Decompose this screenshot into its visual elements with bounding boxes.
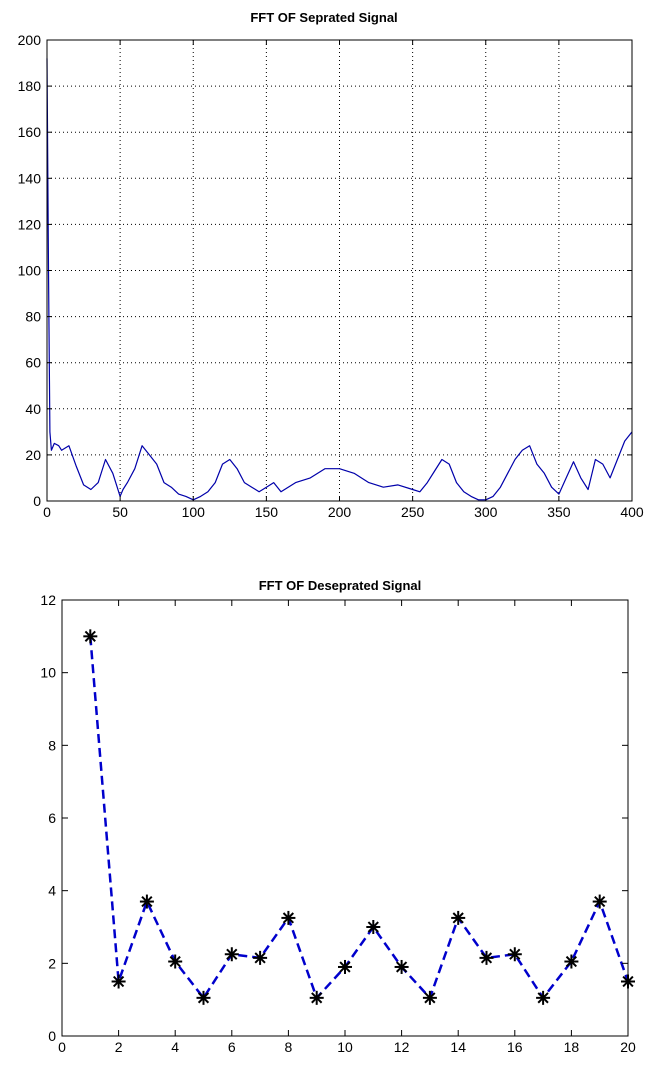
data-point-marker	[83, 629, 98, 644]
data-point-marker	[394, 959, 409, 974]
x-tick-label: 400	[620, 504, 644, 520]
x-tick-label: 10	[337, 1039, 353, 1055]
x-tick-label: 8	[285, 1039, 293, 1055]
x-tick-label: 6	[228, 1039, 236, 1055]
y-tick-label: 120	[18, 216, 42, 232]
tick-group: 0 50 100 150 200 250 300 350 400 0 20 40 60 80 100 120 1…	[18, 32, 644, 520]
series-line	[46, 58, 633, 501]
grid	[47, 40, 632, 501]
x-tick-label: 250	[401, 504, 425, 520]
y-tick-label: 100	[18, 263, 42, 279]
x-tick-label: 150	[255, 504, 279, 520]
series-line-group	[46, 58, 633, 501]
data-point-marker	[111, 974, 126, 989]
data-point-marker	[366, 920, 381, 934]
y-tick-label: 10	[40, 665, 56, 681]
data-point-marker	[309, 990, 324, 1005]
data-point-marker	[564, 954, 579, 969]
y-tick-label: 160	[18, 124, 42, 140]
x-tick-label: 2	[115, 1039, 123, 1055]
data-point-marker	[422, 990, 437, 1005]
x-tick-label: 18	[564, 1039, 580, 1055]
x-tick-label: 20	[620, 1039, 636, 1055]
data-point-marker	[536, 990, 551, 1005]
data-point-marker	[479, 950, 494, 965]
chart-title: FFT OF Seprated Signal	[250, 10, 397, 25]
y-tick-label: 0	[48, 1028, 56, 1044]
y-tick-label: 2	[48, 955, 56, 971]
chart-fft-deseparated: FFT OF Deseprated Signal 0 2 4 6 8 10 12 14 16 18…	[40, 578, 636, 1055]
x-tick-label: 4	[171, 1039, 179, 1055]
y-tick-label: 6	[48, 810, 56, 826]
x-tick-label: 0	[43, 504, 51, 520]
y-tick-label: 140	[18, 170, 42, 186]
y-tick-label: 80	[25, 309, 41, 325]
data-point-marker	[451, 910, 466, 925]
tick-group: 0 2 4 6 8 10 12 14 16 18 20 0 2 4 6 8 10 12	[40, 592, 636, 1055]
y-tick-label: 0	[33, 493, 41, 509]
x-tick-label: 50	[112, 504, 128, 520]
y-tick-label: 60	[25, 355, 41, 371]
y-tick-label: 8	[48, 737, 56, 753]
data-point-marker	[281, 910, 296, 925]
data-point-marker	[507, 947, 522, 962]
x-tick-label: 300	[474, 504, 498, 520]
x-tick-label: 350	[547, 504, 571, 520]
x-tick-label: 100	[182, 504, 206, 520]
y-tick-label: 20	[25, 447, 41, 463]
data-point-marker	[168, 954, 183, 969]
y-tick-label: 4	[48, 883, 56, 899]
chart-fft-separated: FFT OF Seprated Signal 0 50 100 150 200 250 30…	[18, 10, 644, 520]
series-line-group	[89, 636, 630, 1000]
x-tick-label: 200	[328, 504, 352, 520]
data-point-marker	[253, 950, 268, 965]
x-tick-label: 0	[58, 1039, 66, 1055]
data-point-marker	[139, 894, 154, 909]
data-point-marker	[338, 959, 352, 974]
x-tick-label: 16	[507, 1039, 523, 1055]
y-tick-label: 200	[18, 32, 42, 48]
data-point-marker	[224, 947, 239, 962]
y-tick-label: 40	[25, 401, 41, 417]
chart-title: FFT OF Deseprated Signal	[259, 578, 422, 593]
y-tick-label: 180	[18, 78, 42, 94]
y-tick-label: 12	[40, 592, 56, 608]
x-tick-label: 12	[394, 1039, 410, 1055]
data-point-marker	[592, 894, 607, 909]
marker-group	[83, 629, 635, 1005]
x-tick-label: 14	[450, 1039, 466, 1055]
data-point-marker	[196, 990, 211, 1005]
series-line	[89, 636, 630, 1000]
